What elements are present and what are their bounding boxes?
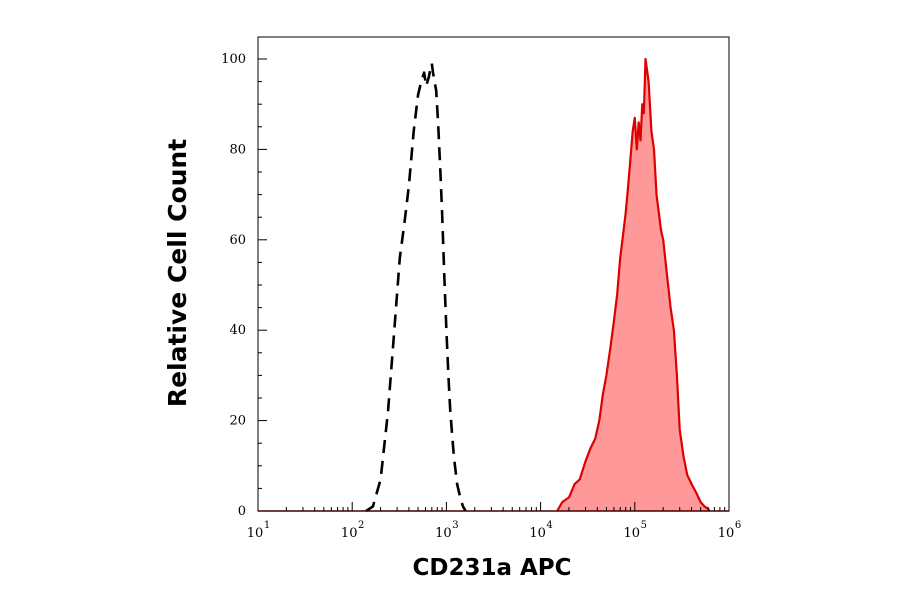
- y-tick-label: 80: [229, 142, 246, 157]
- x-axis-label: CD231a APC: [412, 555, 571, 581]
- x-tick-exponent: 1: [264, 520, 270, 531]
- plot-frame: [257, 36, 730, 512]
- stained-histogram-line: [556, 57, 711, 512]
- plot-frame-layer: [257, 36, 730, 512]
- x-tick-exponent: 4: [546, 520, 552, 531]
- x-tick-exponent: 2: [358, 520, 364, 531]
- y-axis-label: Relative Cell Count: [163, 139, 192, 407]
- x-tick-label: 10: [435, 526, 452, 541]
- stained-histogram-fill: [557, 59, 710, 511]
- x-tick-label: 10: [529, 526, 546, 541]
- control-histogram-line: [365, 62, 467, 513]
- x-tick-label: 10: [718, 526, 735, 541]
- x-tick-label: 10: [247, 526, 264, 541]
- x-tick-label: 10: [624, 526, 641, 541]
- series-layer: [258, 57, 729, 513]
- x-tick-exponent: 6: [735, 520, 741, 531]
- x-tick-exponent: 3: [452, 520, 458, 531]
- x-tick-label: 10: [341, 526, 358, 541]
- y-axis-label-group: Relative Cell Count: [163, 139, 192, 407]
- y-tick-label: 100: [221, 52, 246, 67]
- y-tick-label: 0: [238, 504, 246, 519]
- x-tick-exponent: 5: [641, 520, 647, 531]
- y-tick-label: 40: [229, 323, 246, 338]
- y-tick-label: 20: [229, 414, 246, 429]
- y-ticks-layer: 0 20 40 60 80 100: [221, 52, 267, 519]
- y-tick-label: 60: [229, 233, 246, 248]
